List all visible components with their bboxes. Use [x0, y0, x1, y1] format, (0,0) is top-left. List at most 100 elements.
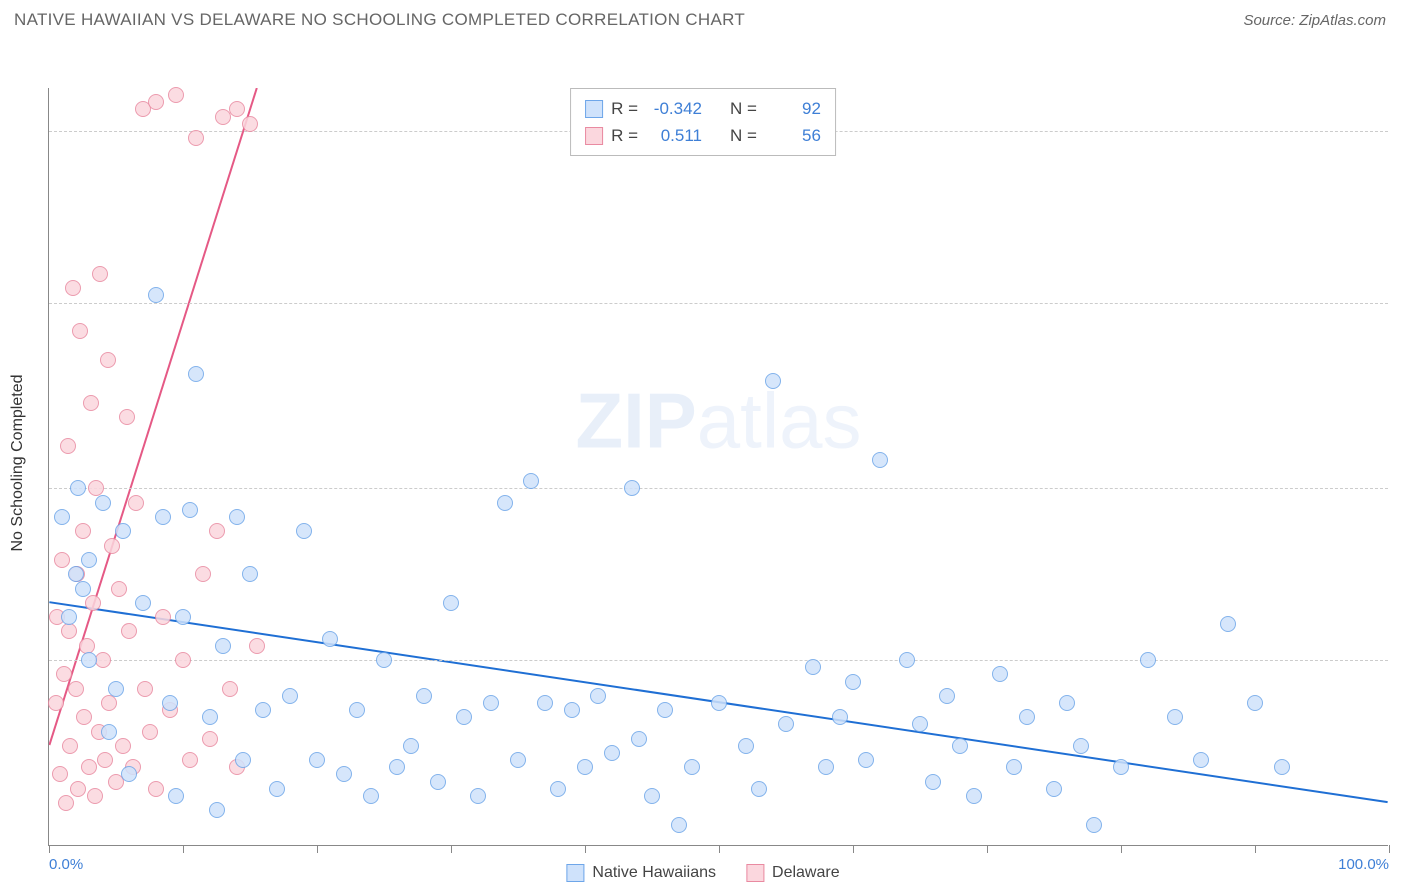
scatter-point-a	[296, 523, 312, 539]
scatter-point-b	[155, 609, 171, 625]
scatter-point-a	[155, 509, 171, 525]
r-value-a: -0.342	[646, 95, 702, 122]
scatter-point-b	[62, 738, 78, 754]
scatter-point-a	[188, 366, 204, 382]
scatter-point-a	[108, 681, 124, 697]
scatter-point-a	[1019, 709, 1035, 725]
scatter-point-a	[765, 373, 781, 389]
watermark: ZIPatlas	[575, 376, 861, 467]
scatter-point-b	[222, 681, 238, 697]
scatter-point-b	[92, 266, 108, 282]
scatter-point-a	[282, 688, 298, 704]
x-tick	[1255, 845, 1256, 853]
r-value-b: 0.511	[646, 122, 702, 149]
scatter-point-a	[1046, 781, 1062, 797]
x-tick	[1389, 845, 1390, 853]
scatter-point-a	[389, 759, 405, 775]
scatter-point-a	[75, 581, 91, 597]
scatter-point-a	[805, 659, 821, 675]
scatter-point-a	[95, 495, 111, 511]
scatter-point-b	[61, 623, 77, 639]
scatter-point-a	[121, 766, 137, 782]
scatter-point-a	[430, 774, 446, 790]
scatter-point-b	[242, 116, 258, 132]
scatter-point-a	[135, 595, 151, 611]
x-tick	[451, 845, 452, 853]
scatter-point-a	[537, 695, 553, 711]
scatter-point-a	[510, 752, 526, 768]
scatter-point-a	[818, 759, 834, 775]
scatter-point-a	[1220, 616, 1236, 632]
scatter-point-a	[1193, 752, 1209, 768]
scatter-point-a	[858, 752, 874, 768]
scatter-point-a	[309, 752, 325, 768]
scatter-point-b	[85, 595, 101, 611]
scatter-point-b	[148, 94, 164, 110]
scatter-point-a	[235, 752, 251, 768]
scatter-point-b	[175, 652, 191, 668]
scatter-point-b	[48, 695, 64, 711]
scatter-point-a	[115, 523, 131, 539]
scatter-point-a	[269, 781, 285, 797]
stats-row-b: R = 0.511 N = 56	[585, 122, 821, 149]
legend-swatch-a	[566, 864, 584, 882]
scatter-point-b	[54, 552, 70, 568]
scatter-point-a	[255, 702, 271, 718]
scatter-point-a	[168, 788, 184, 804]
scatter-point-a	[1086, 817, 1102, 833]
scatter-point-a	[1247, 695, 1263, 711]
scatter-point-a	[1006, 759, 1022, 775]
scatter-point-a	[209, 802, 225, 818]
swatch-native-hawaiians	[585, 100, 603, 118]
scatter-point-a	[751, 781, 767, 797]
scatter-point-a	[711, 695, 727, 711]
legend-label-b: Delaware	[772, 864, 840, 882]
scatter-point-a	[456, 709, 472, 725]
scatter-point-b	[229, 101, 245, 117]
scatter-point-b	[168, 87, 184, 103]
legend-item-a: Native Hawaiians	[566, 864, 716, 882]
scatter-point-b	[111, 581, 127, 597]
scatter-point-a	[631, 731, 647, 747]
scatter-point-a	[523, 473, 539, 489]
scatter-point-b	[121, 623, 137, 639]
scatter-point-b	[68, 681, 84, 697]
scatter-point-a	[657, 702, 673, 718]
scatter-point-a	[470, 788, 486, 804]
scatter-point-a	[1140, 652, 1156, 668]
scatter-point-b	[81, 759, 97, 775]
scatter-point-a	[101, 724, 117, 740]
scatter-point-a	[162, 695, 178, 711]
scatter-point-a	[349, 702, 365, 718]
x-tick	[719, 845, 720, 853]
x-tick-label: 100.0%	[1338, 856, 1389, 873]
scatter-point-b	[60, 438, 76, 454]
trend-lines	[49, 88, 1388, 845]
stats-legend: R = -0.342 N = 92 R = 0.511 N = 56	[570, 88, 836, 156]
grid-line	[49, 303, 1388, 304]
chart-title: NATIVE HAWAIIAN VS DELAWARE NO SCHOOLING…	[14, 10, 745, 30]
scatter-point-a	[778, 716, 794, 732]
scatter-point-a	[577, 759, 593, 775]
scatter-point-a	[483, 695, 499, 711]
scatter-point-a	[832, 709, 848, 725]
scatter-point-a	[1167, 709, 1183, 725]
bottom-legend: Native Hawaiians Delaware	[566, 864, 839, 882]
scatter-point-b	[72, 323, 88, 339]
scatter-point-a	[671, 817, 687, 833]
scatter-point-b	[58, 795, 74, 811]
scatter-point-b	[56, 666, 72, 682]
legend-label-a: Native Hawaiians	[592, 864, 716, 882]
scatter-point-b	[75, 523, 91, 539]
scatter-point-b	[142, 724, 158, 740]
n-value-b: 56	[765, 122, 821, 149]
scatter-point-a	[70, 480, 86, 496]
scatter-point-a	[497, 495, 513, 511]
x-tick	[853, 845, 854, 853]
scatter-point-b	[148, 781, 164, 797]
scatter-point-a	[845, 674, 861, 690]
scatter-point-b	[188, 130, 204, 146]
scatter-point-a	[322, 631, 338, 647]
scatter-point-a	[242, 566, 258, 582]
scatter-point-b	[249, 638, 265, 654]
